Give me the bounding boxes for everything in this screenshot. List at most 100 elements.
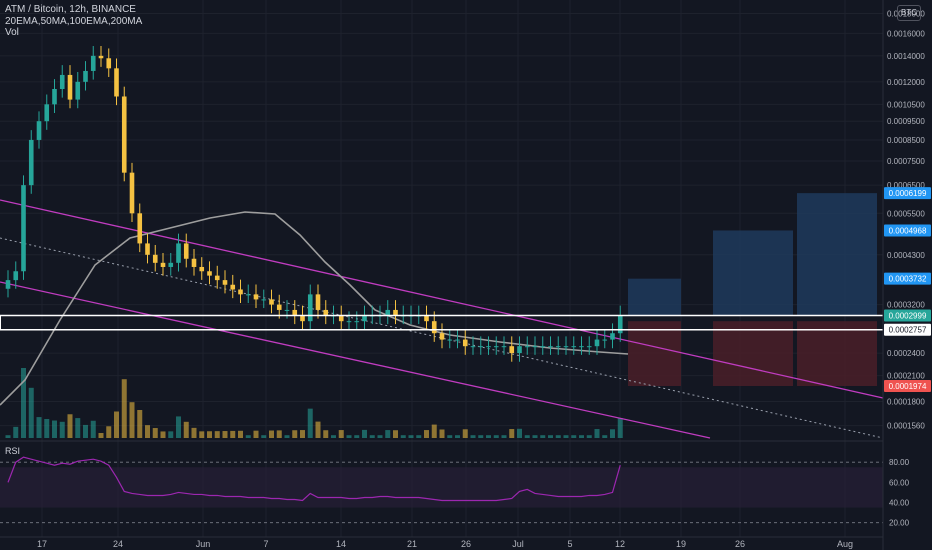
price-marker: 0.0002999 [884, 309, 931, 322]
price-tick-label: 0.0002100 [887, 372, 925, 381]
volume-bar [563, 435, 569, 438]
candle [59, 65, 65, 98]
candle [199, 257, 205, 280]
candle [106, 48, 112, 77]
candle [183, 233, 189, 268]
price-marker: 0.0003732 [884, 272, 931, 285]
candle-body [245, 294, 251, 296]
candle [478, 336, 484, 355]
time-tick-label: Aug [837, 539, 853, 549]
candle [152, 244, 158, 272]
candle [362, 305, 367, 330]
price-tick-label: 0.0012000 [887, 78, 925, 87]
indicator-legend[interactable]: 20EMA,50MA,100EMA,200MA [5, 16, 143, 27]
price-tick-label: 0.0008500 [887, 136, 925, 145]
candle [586, 336, 592, 355]
candle [253, 284, 259, 309]
candle-body [431, 321, 437, 334]
candle [455, 329, 460, 349]
time-tick-label: 14 [336, 539, 346, 549]
candle [75, 72, 81, 109]
price-marker-bg [884, 272, 931, 285]
candle-body [385, 309, 391, 316]
candle-body [261, 299, 267, 301]
candle [230, 274, 236, 299]
candle-body [478, 346, 484, 348]
candle-body [284, 309, 290, 311]
volume-bar [52, 420, 57, 438]
candle [517, 336, 522, 362]
price-axis[interactable]: 0.0018000 0.0016000 0.0014000 0.0012000 0.00… [882, 0, 932, 550]
volume-bar [493, 435, 499, 438]
candle-body [13, 271, 19, 281]
volume-bar [176, 416, 181, 438]
volume-bar [292, 430, 298, 438]
candle [114, 58, 119, 106]
volume-bar [269, 430, 274, 438]
price-tick-label: 0.0006500 [887, 181, 925, 190]
volume-bar [214, 431, 220, 438]
candle-body [315, 294, 321, 310]
price-marker-bg [884, 380, 931, 393]
volume-bar [424, 430, 429, 438]
volume-bar [21, 368, 26, 438]
candle-body [176, 243, 181, 263]
candle-body [307, 294, 313, 322]
candle-body [602, 339, 608, 341]
candle [524, 336, 530, 355]
candle-body [160, 262, 166, 267]
volume-bar [137, 410, 143, 438]
volume-bar [307, 408, 313, 438]
candle [315, 284, 321, 319]
volume-bar [191, 427, 197, 438]
volume-legend[interactable]: Vol [5, 27, 19, 38]
candle-body [540, 346, 546, 348]
candle-body [300, 315, 305, 322]
candle [338, 305, 344, 330]
candle-body [83, 70, 88, 82]
candle-body [292, 309, 298, 316]
candle-body [586, 346, 592, 348]
volume-bar [207, 431, 212, 438]
volume-bar [532, 435, 538, 438]
candle-body [501, 346, 507, 348]
candle-body [462, 339, 468, 347]
candle-body [617, 315, 623, 334]
price-marker-label: 0.0006199 [889, 189, 927, 198]
price-marker-bg [884, 187, 931, 200]
candle [323, 300, 329, 325]
candle-body [276, 304, 282, 310]
volume-bar [602, 435, 608, 438]
price-tick-label: 0.0003200 [887, 301, 925, 310]
candle-body [28, 139, 34, 186]
candle [571, 336, 577, 355]
volume-bar [253, 430, 259, 438]
candle-body [594, 339, 600, 347]
volume-bar [44, 418, 50, 438]
candle [555, 336, 561, 355]
candle [67, 65, 73, 109]
volume-bar [145, 425, 150, 438]
candle-body [323, 309, 329, 316]
price-tick-label: 0.0005500 [887, 209, 925, 218]
volume-bar [431, 424, 437, 438]
price-tick-label: 0.0002400 [887, 349, 925, 358]
candle [269, 289, 274, 314]
volume-bar [617, 418, 623, 438]
candle [13, 261, 19, 289]
volume-bar [369, 435, 375, 438]
volume-bar [98, 433, 104, 438]
candle-body [214, 275, 220, 281]
stop-box [628, 321, 681, 387]
time-tick-label: 19 [676, 539, 686, 549]
time-axis[interactable]: 17 24 Jun 7 14 21 26 Jul 5 12 19 26 Aug [0, 536, 883, 549]
currency-badge[interactable]: BTC [897, 5, 921, 21]
volume-bar [548, 435, 553, 438]
candle-body [579, 346, 584, 348]
volume-bar [90, 420, 96, 438]
rsi-legend[interactable]: RSI [5, 446, 21, 456]
candle [238, 279, 243, 304]
candle [36, 111, 42, 149]
price-marker-label: 0.0001974 [889, 382, 927, 391]
